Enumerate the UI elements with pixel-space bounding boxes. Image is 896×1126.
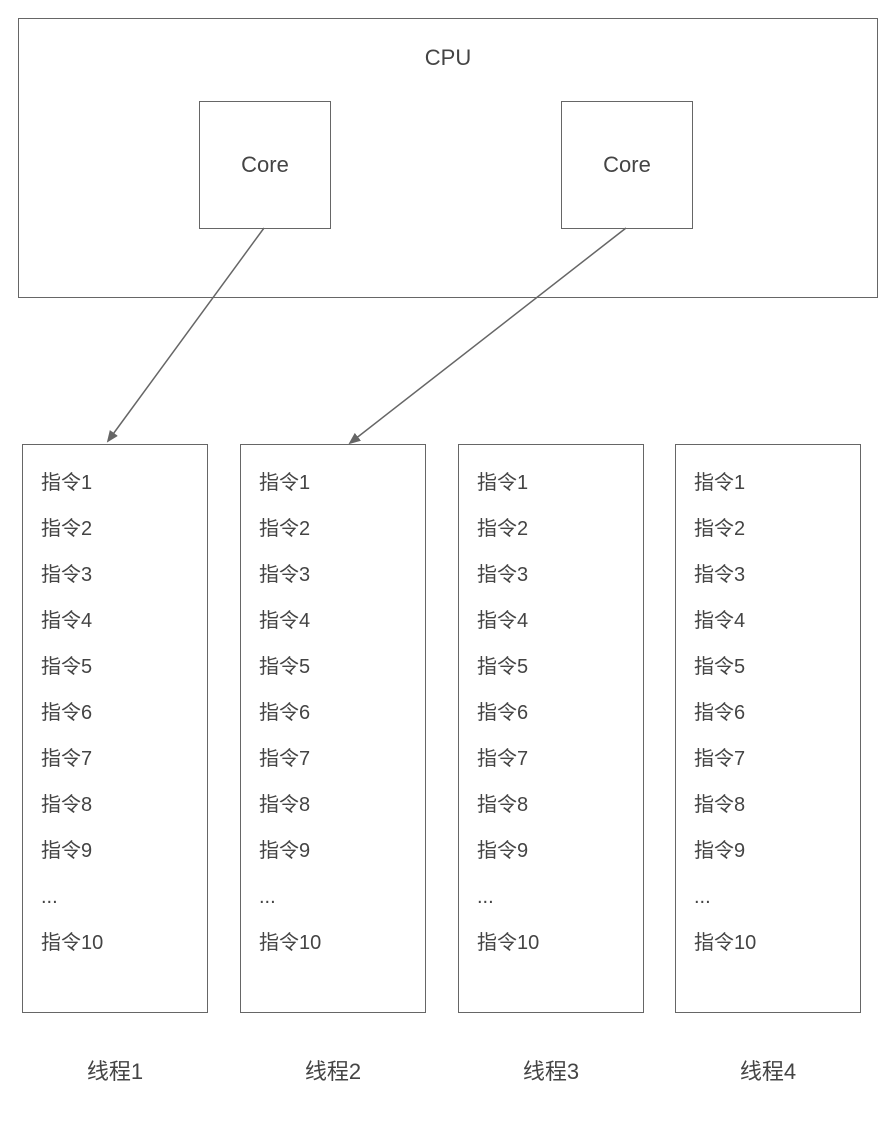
- thread-4-instr: 指令8: [694, 795, 842, 815]
- core-2: Core: [561, 101, 693, 229]
- cpu-container: CPU Core Core: [18, 18, 878, 298]
- thread-1-box: 指令1 指令2 指令3 指令4 指令5 指令6 指令7 指令8 指令9 ... …: [22, 444, 208, 1013]
- thread-4-instr: 指令10: [694, 933, 842, 953]
- thread-3-instr: 指令5: [477, 657, 625, 677]
- thread-2-instr: 指令6: [259, 703, 407, 723]
- thread-4-instr: 指令4: [694, 611, 842, 631]
- thread-2-instr: 指令5: [259, 657, 407, 677]
- thread-3-instr: 指令10: [477, 933, 625, 953]
- thread-1-instr: ...: [41, 887, 189, 907]
- thread-4-instr: 指令1: [694, 473, 842, 493]
- thread-3-instr: 指令8: [477, 795, 625, 815]
- thread-3-box: 指令1 指令2 指令3 指令4 指令5 指令6 指令7 指令8 指令9 ... …: [458, 444, 644, 1013]
- thread-4-instr: ...: [694, 887, 842, 907]
- thread-4-instr: 指令5: [694, 657, 842, 677]
- thread-2-label: 线程2: [240, 1054, 426, 1086]
- thread-2-instr: 指令4: [259, 611, 407, 631]
- thread-4-box: 指令1 指令2 指令3 指令4 指令5 指令6 指令7 指令8 指令9 ... …: [675, 444, 861, 1013]
- thread-2-instr: ...: [259, 887, 407, 907]
- thread-2-instr: 指令7: [259, 749, 407, 769]
- thread-1-instr: 指令9: [41, 841, 189, 861]
- thread-4-instr: 指令6: [694, 703, 842, 723]
- thread-1-instr: 指令2: [41, 519, 189, 539]
- thread-1-instr: 指令1: [41, 473, 189, 493]
- thread-3-label: 线程3: [458, 1054, 644, 1086]
- core-1: Core: [199, 101, 331, 229]
- thread-2-instr: 指令2: [259, 519, 407, 539]
- thread-3-instr: 指令2: [477, 519, 625, 539]
- thread-1-instr: 指令4: [41, 611, 189, 631]
- thread-3-instr: 指令4: [477, 611, 625, 631]
- thread-4-instr: 指令2: [694, 519, 842, 539]
- thread-1-instr: 指令10: [41, 933, 189, 953]
- thread-3-instr: 指令6: [477, 703, 625, 723]
- thread-4-instr: 指令3: [694, 565, 842, 585]
- thread-4-label: 线程4: [675, 1054, 861, 1086]
- thread-3-instr: 指令7: [477, 749, 625, 769]
- thread-2-instr: 指令10: [259, 933, 407, 953]
- thread-2-instr: 指令3: [259, 565, 407, 585]
- thread-1-instr: 指令3: [41, 565, 189, 585]
- thread-3-instr: 指令3: [477, 565, 625, 585]
- thread-4-instr: 指令7: [694, 749, 842, 769]
- thread-3-instr: 指令9: [477, 841, 625, 861]
- core-1-label: Core: [241, 152, 289, 178]
- thread-3-instr: 指令1: [477, 473, 625, 493]
- thread-2-instr: 指令8: [259, 795, 407, 815]
- thread-2-instr: 指令9: [259, 841, 407, 861]
- core-2-label: Core: [603, 152, 651, 178]
- thread-1-instr: 指令8: [41, 795, 189, 815]
- thread-2-box: 指令1 指令2 指令3 指令4 指令5 指令6 指令7 指令8 指令9 ... …: [240, 444, 426, 1013]
- thread-4-instr: 指令9: [694, 841, 842, 861]
- thread-1-label: 线程1: [22, 1054, 208, 1086]
- cpu-label: CPU: [19, 45, 877, 71]
- thread-1-instr: 指令7: [41, 749, 189, 769]
- thread-3-instr: ...: [477, 887, 625, 907]
- thread-1-instr: 指令6: [41, 703, 189, 723]
- thread-2-instr: 指令1: [259, 473, 407, 493]
- thread-1-instr: 指令5: [41, 657, 189, 677]
